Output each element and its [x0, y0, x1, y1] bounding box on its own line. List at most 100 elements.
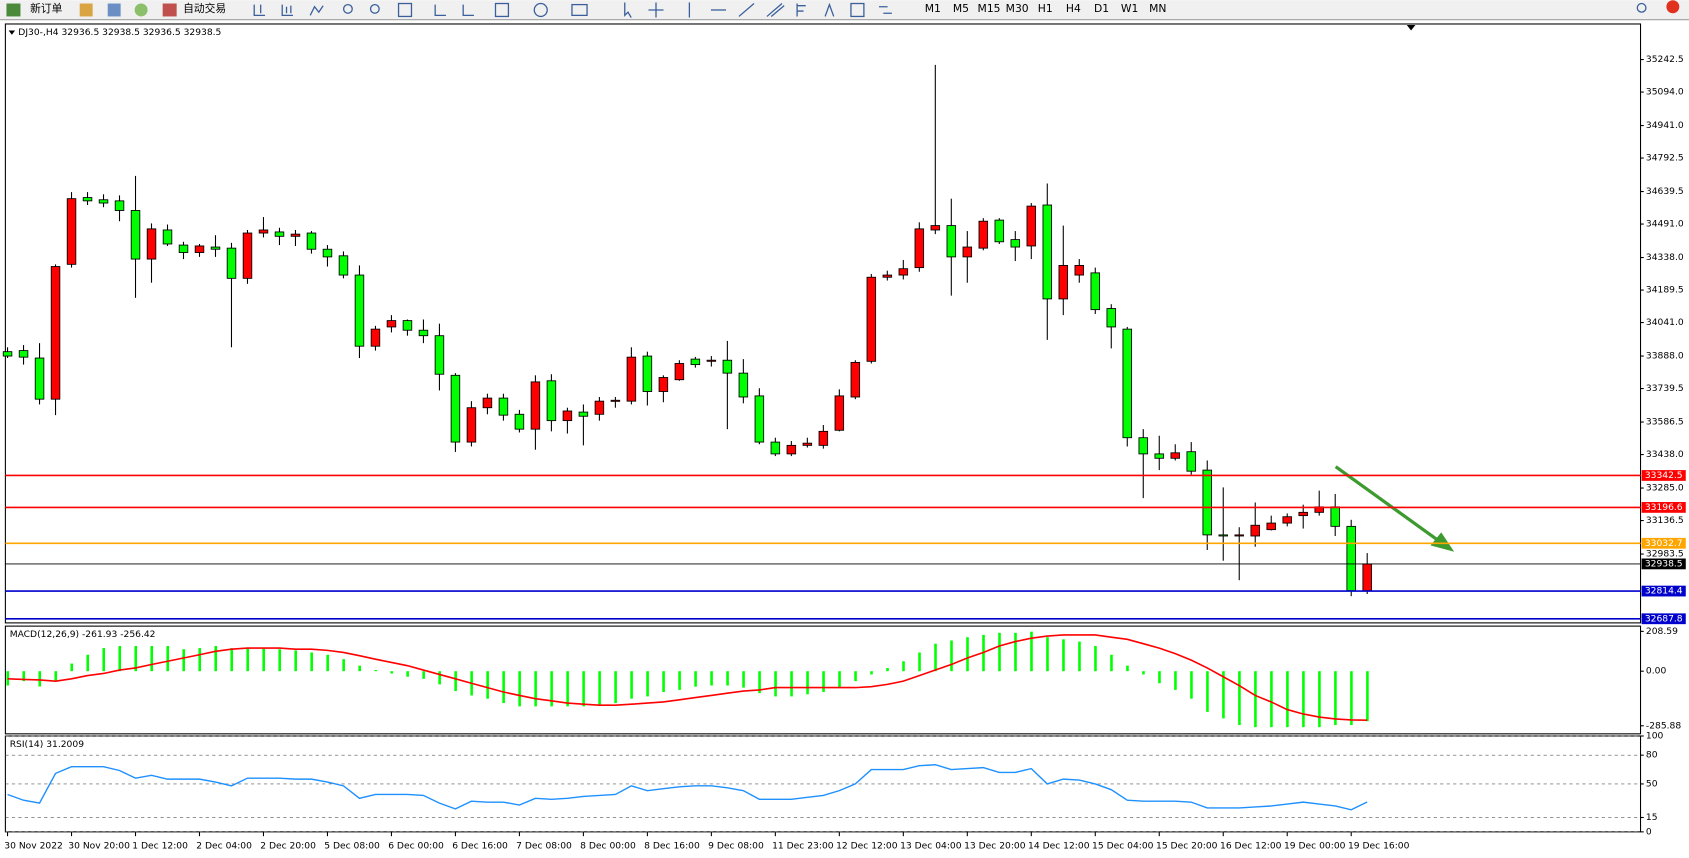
timeframe-button[interactable]: M15 [978, 2, 1001, 15]
timeframe-button[interactable]: MN [1149, 2, 1166, 15]
y-tick-label: 34491.0 [1646, 220, 1684, 230]
periods-icon[interactable] [533, 2, 548, 18]
macd-bar [86, 654, 90, 672]
y-tick-label: 32983.5 [1646, 550, 1684, 560]
candle-body [1170, 452, 1180, 459]
macd-bar [54, 671, 58, 682]
zoom-in-icon[interactable] [342, 3, 353, 14]
shift-icon[interactable] [462, 4, 474, 17]
trendline-icon[interactable] [738, 3, 755, 17]
candle-body [1122, 328, 1132, 439]
macd-bar [1014, 632, 1017, 672]
candle-body [930, 225, 941, 231]
macd-bar [1142, 671, 1145, 675]
line-icon[interactable] [309, 5, 324, 16]
candle-body [1362, 563, 1372, 592]
x-tick-label: 1 Dec 12:00 [132, 841, 188, 851]
arrows-icon[interactable] [878, 6, 892, 14]
candle-body [882, 274, 893, 278]
candle-body [82, 197, 93, 202]
drawn-arrow-head[interactable] [1430, 532, 1455, 552]
candle-body [674, 363, 685, 381]
cursor-icon[interactable] [624, 2, 632, 18]
macd-bar [1318, 671, 1321, 728]
channel-icon[interactable] [766, 3, 785, 17]
x-tick-label: 11 Dec 23:00 [772, 841, 834, 851]
candle-body [354, 274, 365, 347]
candle-body [98, 199, 109, 204]
crosshair-icon[interactable] [648, 2, 664, 18]
macd-bar [358, 665, 361, 672]
macd-bar [550, 671, 553, 707]
candle-body [1218, 534, 1228, 537]
candle-body [738, 372, 749, 398]
x-tick-label: 8 Dec 00:00 [580, 841, 636, 851]
tile-icon[interactable] [397, 2, 413, 18]
candle-body [1154, 453, 1164, 459]
zoom-out-icon[interactable] [369, 3, 380, 14]
label-icon[interactable] [850, 2, 865, 18]
candle-body [514, 413, 525, 430]
candle-body [1074, 264, 1085, 276]
macd-bar [518, 671, 521, 707]
macd-bar [246, 648, 249, 672]
macd-bar [1238, 671, 1241, 726]
autoscroll-icon[interactable] [434, 4, 446, 17]
auto-trading-icon[interactable] [162, 3, 177, 17]
candle-body [66, 198, 77, 265]
macd-bar [422, 671, 425, 679]
candle-body [562, 410, 573, 422]
macd-bar [134, 645, 138, 672]
candle-icon[interactable] [281, 4, 293, 17]
templates-icon[interactable] [571, 3, 588, 17]
macd-bar [454, 671, 457, 692]
candle-body [898, 268, 909, 276]
x-tick-label: 8 Dec 16:00 [644, 841, 700, 851]
text-icon[interactable] [824, 2, 835, 17]
timeframe-button[interactable]: M1 [925, 2, 941, 15]
timeframe-button[interactable]: D1 [1094, 2, 1109, 15]
panel-title: RSI(14) 31.2009 [10, 740, 85, 750]
shift-marker[interactable] [1406, 25, 1416, 31]
candle-body [434, 335, 445, 375]
auto-trading-button[interactable]: 自动交易 [183, 2, 226, 15]
drawn-arrow[interactable] [1334, 465, 1441, 543]
candle-body [978, 220, 989, 249]
y-tick-label: 33285.0 [1646, 484, 1684, 494]
search-icon[interactable] [1636, 2, 1647, 13]
macd-bar [1286, 671, 1289, 728]
fibo-icon[interactable] [796, 3, 806, 17]
toolbar-icon[interactable] [134, 3, 148, 17]
timeframe-button[interactable]: W1 [1121, 2, 1139, 15]
notification-badge[interactable] [1666, 0, 1680, 14]
candle-body [114, 200, 125, 211]
candle-body [130, 210, 141, 260]
candle-body [2, 351, 13, 357]
timeframe-button[interactable]: M5 [953, 2, 969, 15]
candle-body [226, 247, 237, 279]
toolbar-icon[interactable] [79, 3, 93, 17]
macd-bar [214, 645, 217, 672]
candle-body [146, 228, 157, 260]
candle-body [466, 407, 477, 443]
collapse-triangle[interactable] [8, 30, 16, 35]
y-tick-label: 33739.5 [1646, 384, 1684, 394]
candle-body [1042, 204, 1053, 300]
candle-body [1250, 524, 1260, 537]
candle-body [322, 248, 333, 258]
macd-bar [1030, 631, 1033, 672]
bar-chart-icon[interactable] [253, 4, 265, 17]
new-order-icon[interactable] [6, 3, 21, 17]
timeframe-button[interactable]: H1 [1038, 2, 1053, 15]
x-tick-label: 19 Dec 00:00 [1284, 841, 1346, 851]
timeframe-button[interactable]: M30 [1006, 2, 1029, 15]
new-order-button[interactable]: 新订单 [30, 2, 63, 15]
toolbar-icon[interactable] [107, 3, 121, 17]
price-label: 33342.5 [1645, 471, 1683, 481]
y-tick-label: 34639.5 [1646, 187, 1684, 197]
indicators-icon[interactable] [494, 2, 510, 18]
macd-bar [678, 671, 681, 690]
timeframe-button[interactable]: H4 [1066, 2, 1081, 15]
y-tick-label: 33888.0 [1646, 352, 1684, 362]
macd-bar [1190, 671, 1193, 699]
